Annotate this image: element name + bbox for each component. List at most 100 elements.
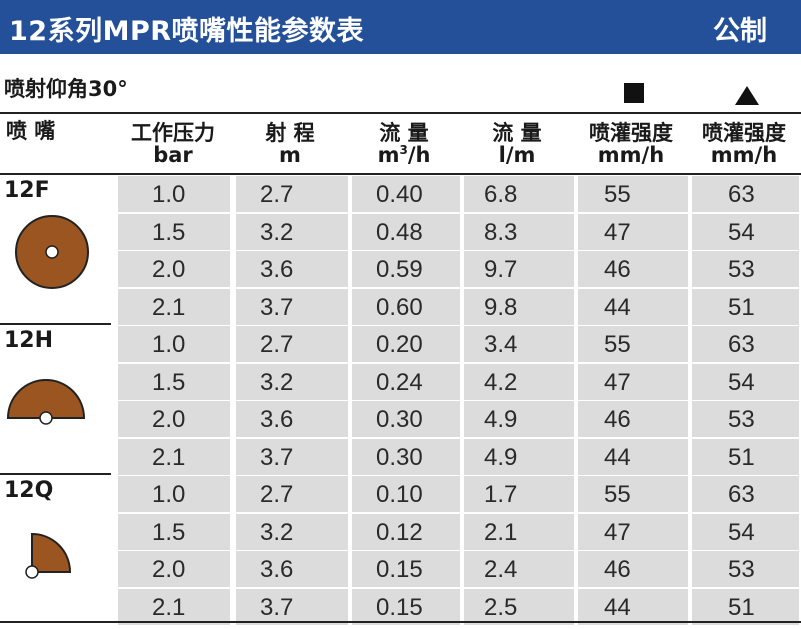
cell-background	[692, 288, 799, 325]
column-header-line1: 射 程	[265, 121, 315, 145]
cell-background	[118, 588, 230, 625]
cell-background	[118, 513, 230, 550]
table-cell: 1.0	[152, 181, 186, 208]
column-header: 流 量 m3/h	[350, 122, 458, 166]
table-cell: 0.15	[376, 556, 423, 583]
column-header-line1: 喷 嘴	[6, 119, 56, 143]
cell-background	[118, 438, 230, 475]
table-cell: 47	[604, 518, 631, 546]
cell-background	[352, 401, 460, 437]
cell-background	[236, 213, 348, 250]
table-cell: 51	[728, 443, 755, 471]
quarter-circle-nozzle-icon	[22, 530, 74, 586]
cell-background	[236, 588, 348, 625]
table-cell: 54	[728, 218, 755, 246]
table-cell: 44	[604, 443, 631, 471]
table-cell: 0.15	[376, 593, 423, 621]
cell-background	[118, 213, 230, 250]
table-cell: 2.1	[484, 518, 518, 546]
triangle-icon	[735, 86, 759, 105]
column-header-line2: mm/h	[710, 143, 778, 167]
table-cell: 53	[728, 556, 755, 583]
column-header-line2: bar	[153, 143, 193, 167]
table-cell: 1.5	[152, 368, 186, 396]
table-cell: 8.3	[484, 218, 518, 246]
column-header-line2: mm/h	[597, 143, 665, 167]
cell-background	[464, 326, 574, 362]
cell-background	[464, 288, 574, 325]
table-cell: 0.30	[376, 406, 423, 433]
cell-background	[464, 401, 574, 437]
cell-background	[464, 513, 574, 550]
cell-background	[236, 251, 348, 287]
nozzle-model-label: 12F	[4, 178, 50, 203]
cell-background	[692, 213, 799, 250]
cell-background	[352, 251, 460, 287]
cell-background	[352, 551, 460, 587]
cell-background	[236, 476, 348, 512]
cell-background	[692, 176, 799, 212]
table-cell: 55	[604, 181, 631, 208]
column-header-line2: m3/h	[377, 143, 431, 167]
cell-background	[118, 401, 230, 437]
cell-background	[352, 326, 460, 362]
nozzle-model-label: 12H	[4, 328, 54, 353]
column-header-line1: 喷灌强度	[702, 121, 786, 145]
table-cell: 3.7	[260, 443, 294, 471]
cell-background	[236, 438, 348, 475]
table-cell: 51	[728, 593, 755, 621]
cell-background	[464, 438, 574, 475]
column-header-line2: m	[279, 143, 301, 167]
table-cell: 2.0	[152, 556, 186, 583]
table-cell: 3.6	[260, 406, 294, 433]
table-cell: 0.30	[376, 443, 423, 471]
table-cell: 0.48	[376, 218, 423, 246]
table-cell: 46	[604, 406, 631, 433]
cell-background	[692, 476, 799, 512]
cell-background	[464, 251, 574, 287]
table-cell: 0.20	[376, 331, 423, 358]
cell-background	[464, 476, 574, 512]
table-cell: 2.1	[152, 593, 186, 621]
table-cell: 0.10	[376, 481, 423, 508]
cell-background	[692, 326, 799, 362]
table-cell: 2.5	[484, 593, 518, 621]
cell-background	[118, 251, 230, 287]
cell-background	[352, 588, 460, 625]
table-cell: 3.7	[260, 593, 294, 621]
table-cell: 44	[604, 593, 631, 621]
cell-background	[578, 288, 688, 325]
table-cell: 47	[604, 368, 631, 396]
table-cell: 1.0	[152, 331, 186, 358]
column-header-line1: 流 量	[492, 121, 542, 145]
table-cell: 51	[728, 293, 755, 321]
column-header-line1: 喷灌强度	[589, 121, 673, 145]
table-cell: 2.7	[260, 481, 294, 508]
table-cell: 53	[728, 406, 755, 433]
cell-background	[578, 588, 688, 625]
table-cell: 44	[604, 293, 631, 321]
column-header-line2: l/m	[498, 143, 536, 167]
table-cell: 1.5	[152, 518, 186, 546]
cell-background	[578, 213, 688, 250]
cell-background	[352, 213, 460, 250]
table-cell: 4.2	[484, 368, 518, 396]
table-cell: 55	[604, 331, 631, 358]
table-cell: 0.24	[376, 368, 423, 396]
table-cell: 3.7	[260, 293, 294, 321]
cell-background	[692, 438, 799, 475]
cell-background	[352, 288, 460, 325]
cell-background	[118, 476, 230, 512]
table-cell: 63	[728, 481, 755, 508]
table-cell: 2.1	[152, 443, 186, 471]
cell-background	[692, 513, 799, 550]
cell-background	[118, 551, 230, 587]
group-separator	[0, 323, 111, 325]
cell-background	[118, 363, 230, 400]
table-cell: 1.5	[152, 218, 186, 246]
cell-background	[692, 551, 799, 587]
table-cell: 4.9	[484, 406, 518, 433]
cell-background	[236, 551, 348, 587]
table-cell: 55	[604, 481, 631, 508]
